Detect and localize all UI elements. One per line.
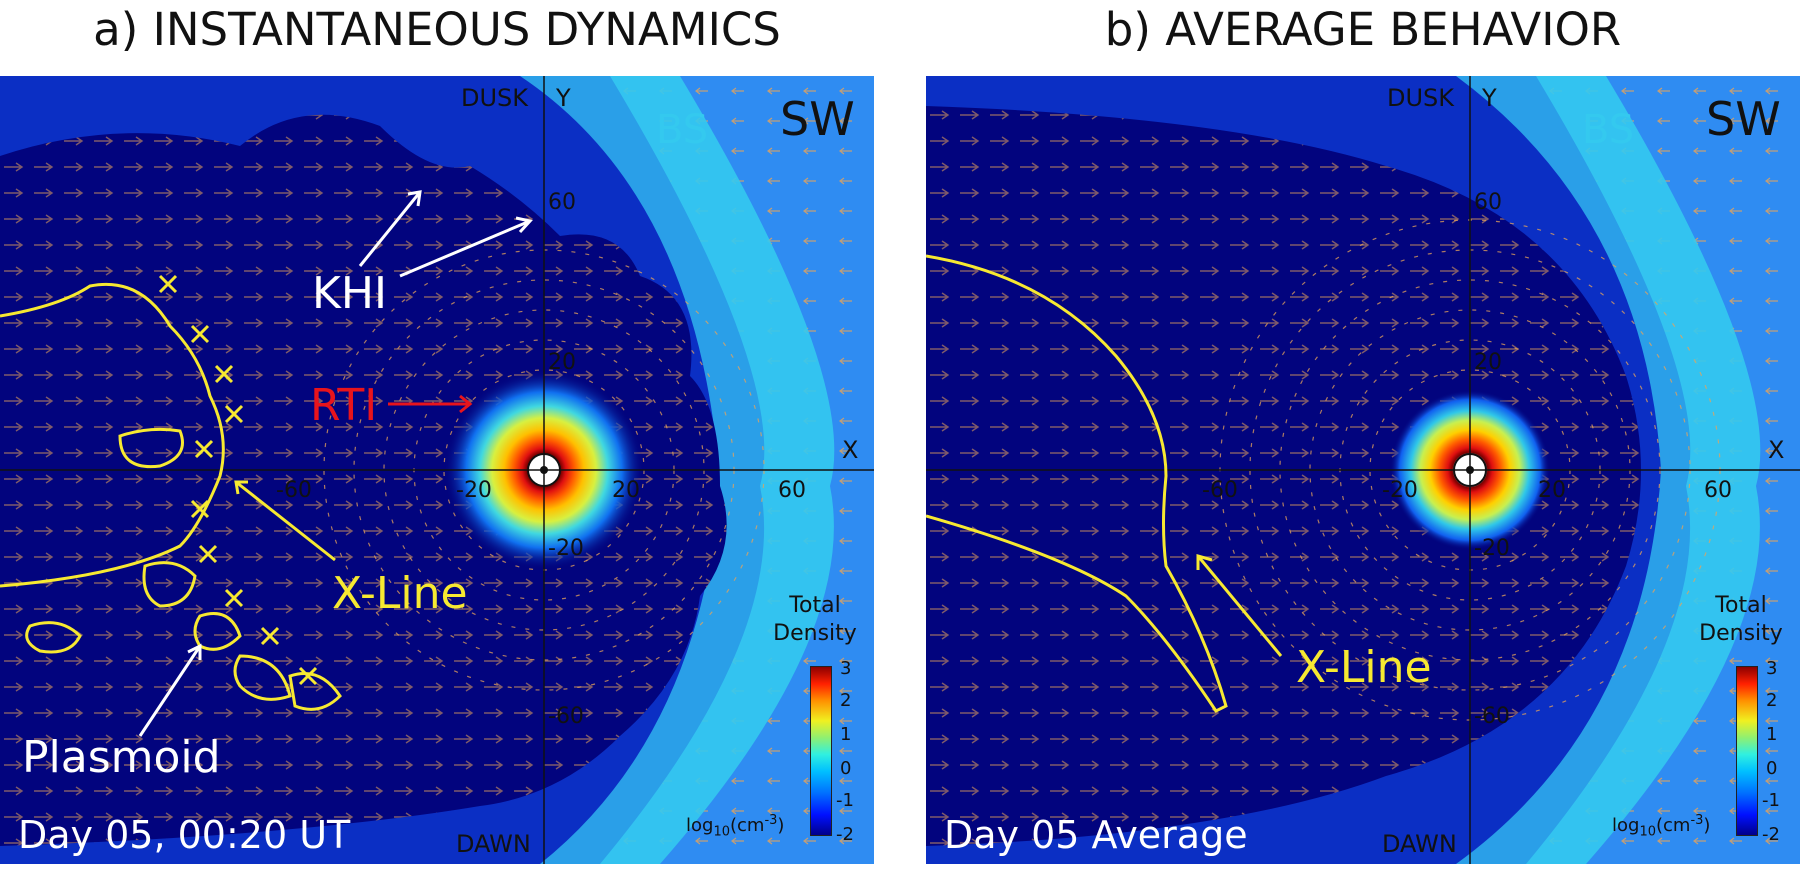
x-axis-label: X — [1768, 436, 1785, 464]
y-tick-60: 60 — [548, 190, 576, 215]
x-tick-minus60: -60 — [276, 478, 312, 503]
y-axis-label: Y — [1482, 84, 1497, 112]
colorbar-tick-0: 0 — [840, 758, 852, 779]
khi-label: KHI — [312, 268, 387, 319]
colorbar-tick-1: 1 — [840, 724, 852, 745]
colorbar-tick-2: 2 — [1766, 690, 1778, 711]
xline-label: X-Line — [1296, 642, 1432, 693]
colorbar-tick-minus1: -1 — [1762, 790, 1780, 811]
y-tick-minus60: -60 — [548, 704, 584, 729]
colorbar-title: Total Density — [773, 593, 857, 646]
colorbar-unit: log10(cm-3) — [686, 813, 785, 840]
y-tick-60: 60 — [1474, 190, 1502, 215]
y-axis-label: Y — [556, 84, 571, 112]
xline-label: X-Line — [332, 568, 468, 619]
panel-a-instantaneous: DUSK Y BS SW X DAWN 60 20 -20 -60 -60 -2… — [0, 76, 874, 864]
dusk-label: DUSK — [1387, 84, 1455, 112]
dawn-label: DAWN — [1382, 830, 1457, 858]
rti-label: RTI — [310, 380, 378, 431]
panel-b-field-plot — [926, 76, 1800, 864]
colorbar — [810, 666, 832, 836]
colorbar-tick-1: 1 — [1766, 724, 1778, 745]
bow-shock-label: BS — [1582, 107, 1635, 153]
time-label: Day 05 Average — [944, 813, 1248, 857]
colorbar — [1736, 666, 1758, 836]
xline-contour — [926, 254, 1228, 713]
dusk-label: DUSK — [461, 84, 529, 112]
bow-shock-label: BS — [656, 107, 709, 153]
y-tick-minus20: -20 — [548, 536, 584, 561]
x-tick-20: 20 — [1538, 478, 1566, 503]
y-tick-20: 20 — [1474, 350, 1502, 375]
x-tick-minus20: -20 — [1382, 478, 1418, 503]
y-tick-minus20: -20 — [1474, 536, 1510, 561]
panel-b-average: DUSK Y BS SW X DAWN 60 20 -20 -60 -60 -2… — [926, 76, 1800, 864]
solar-wind-label: SW — [1706, 92, 1781, 146]
colorbar-tick-minus2: -2 — [1762, 824, 1780, 845]
plasmoid-label: Plasmoid — [22, 732, 221, 783]
y-tick-20: 20 — [548, 350, 576, 375]
time-label: Day 05, 00:20 UT — [18, 813, 351, 857]
colorbar-tick-3: 3 — [1766, 658, 1778, 679]
x-tick-minus20: -20 — [456, 478, 492, 503]
colorbar-tick-minus1: -1 — [836, 790, 854, 811]
panel-b-title: b) AVERAGE BEHAVIOR — [1104, 3, 1622, 56]
annotation-arrows — [1196, 554, 1283, 657]
x-tick-60: 60 — [778, 478, 806, 503]
dawn-label: DAWN — [456, 830, 531, 858]
annotation-arrows — [138, 190, 533, 737]
x-axis-label: X — [842, 436, 859, 464]
panel-a-title: a) INSTANTANEOUS DYNAMICS — [93, 3, 781, 56]
colorbar-tick-minus2: -2 — [836, 824, 854, 845]
y-tick-minus60: -60 — [1474, 704, 1510, 729]
colorbar-tick-0: 0 — [1766, 758, 1778, 779]
x-tick-60: 60 — [1704, 478, 1732, 503]
x-tick-minus60: -60 — [1202, 478, 1238, 503]
xline-markers — [158, 274, 318, 686]
solar-wind-label: SW — [780, 92, 855, 146]
colorbar-title: Total Density — [1699, 593, 1783, 646]
x-tick-20: 20 — [612, 478, 640, 503]
colorbar-tick-3: 3 — [840, 658, 852, 679]
colorbar-unit: log10(cm-3) — [1612, 813, 1711, 840]
colorbar-tick-2: 2 — [840, 690, 852, 711]
xline-contours — [0, 282, 342, 711]
panel-a-field-plot — [0, 76, 874, 864]
